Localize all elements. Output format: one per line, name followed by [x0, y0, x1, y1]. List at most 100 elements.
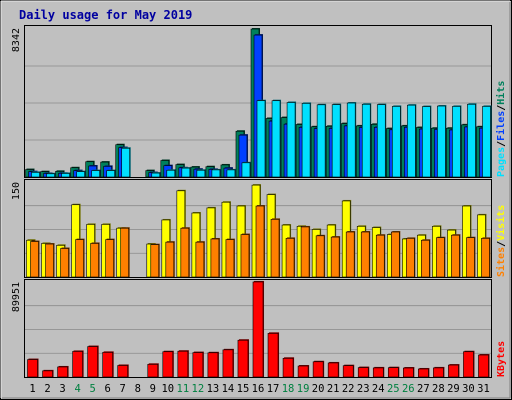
bar-pages	[271, 99, 282, 178]
bar-kbytes	[57, 365, 69, 378]
bar-sites	[45, 243, 55, 278]
bar-pages	[437, 105, 447, 178]
x-tick-label: 11	[177, 383, 190, 395]
x-tick-label: 18	[282, 383, 295, 395]
bar-sites	[270, 218, 281, 278]
bar-pages	[76, 170, 86, 178]
legend-kbytes: KBytes	[496, 341, 507, 377]
bar-kbytes	[177, 350, 189, 378]
x-tick-label: 12	[192, 383, 205, 395]
bar-sites	[330, 236, 341, 278]
bar-pages	[452, 105, 462, 178]
bar-sites	[150, 243, 160, 278]
bar-pages	[256, 99, 266, 178]
bar-pages	[166, 169, 176, 178]
bar-sites	[180, 227, 190, 278]
bar-sites	[375, 234, 386, 278]
bar-kbytes	[357, 366, 370, 378]
legend-separator: /	[496, 105, 507, 111]
bar-kbytes	[42, 369, 54, 378]
bar-pages	[31, 171, 41, 178]
bar-pages	[316, 103, 327, 178]
legend-sites: Sites	[495, 247, 507, 277]
bar-sites	[30, 240, 40, 278]
x-tick-label: 28	[432, 383, 445, 395]
bar-sites	[406, 237, 416, 278]
bar-pages	[301, 102, 312, 178]
x-tick-label: 3	[59, 383, 65, 395]
bar-kbytes	[267, 332, 280, 378]
panel-visits-sites: 150 Sites/Visits	[11, 179, 507, 278]
x-tick-label: 24	[372, 383, 385, 395]
bar-sites	[285, 237, 296, 278]
bar-sites	[75, 238, 85, 278]
bar-kbytes	[297, 365, 310, 378]
legend: Pages/Files/Hits	[495, 81, 507, 177]
bar-pages	[346, 102, 357, 178]
x-tick-label: 21	[327, 383, 340, 395]
bar-kbytes	[282, 357, 295, 378]
bar-sites	[120, 227, 130, 278]
x-tick-label: 4	[74, 383, 80, 395]
x-tick-label: 7	[120, 383, 126, 395]
x-tick-label: 13	[207, 383, 220, 395]
bar-sites	[466, 236, 476, 278]
bar-kbytes	[418, 367, 430, 378]
bar-sites	[345, 231, 356, 278]
bar-pages	[482, 105, 492, 178]
bar-sites	[60, 247, 70, 278]
x-tick-label: 22	[342, 383, 355, 395]
bar-sites	[481, 237, 491, 278]
x-tick-label: 14	[222, 383, 235, 395]
bar-kbytes	[372, 366, 385, 378]
x-tick-label: 6	[105, 383, 111, 395]
bar-sites	[421, 239, 431, 278]
bar-sites	[105, 238, 115, 278]
chart-title: Daily usage for May 2019	[19, 8, 192, 22]
bar-sites	[165, 241, 175, 278]
x-tick-label: 9	[150, 383, 156, 395]
x-tick-label: 25	[387, 383, 400, 395]
bar-pages	[181, 167, 191, 178]
panel-kbytes: 89951 KBytes	[11, 279, 507, 378]
bar-pages	[361, 103, 372, 178]
bar-kbytes	[87, 345, 99, 378]
bar-kbytes	[72, 350, 84, 378]
bar-sites	[225, 238, 235, 278]
bar-pages	[422, 105, 432, 178]
bar-pages	[211, 168, 221, 178]
bar-sites	[240, 233, 250, 278]
x-tick-label: 20	[312, 383, 325, 395]
bar-kbytes	[448, 364, 460, 378]
bar-sites	[360, 231, 371, 278]
bar-kbytes	[327, 361, 340, 378]
y-max-label: 89951	[11, 282, 22, 312]
x-tick-label: 30	[462, 383, 475, 395]
bar-sites	[390, 231, 401, 278]
bar-pages	[106, 169, 116, 178]
bar-kbytes	[192, 351, 204, 378]
x-tick-label: 19	[297, 383, 310, 395]
bar-pages	[121, 147, 131, 178]
bar-kbytes	[102, 351, 114, 378]
x-tick-label: 23	[357, 383, 370, 395]
x-tick-label: 26	[402, 383, 415, 395]
bar-sites	[300, 225, 311, 278]
legend-files: Files	[495, 111, 507, 141]
bar-kbytes	[252, 280, 265, 378]
legend-visits: Visits	[495, 205, 507, 241]
bar-pages	[151, 172, 161, 178]
bar-kbytes	[147, 363, 159, 378]
bar-pages	[61, 172, 71, 178]
bar-kbytes	[207, 351, 219, 378]
legend-separator: /	[496, 141, 507, 147]
x-tick-label: 17	[267, 383, 280, 395]
bar-kbytes	[463, 350, 475, 378]
bar-pages	[331, 103, 342, 178]
bar-sites	[451, 234, 461, 278]
legend: KBytes	[496, 341, 507, 377]
bar-pages	[286, 101, 297, 178]
x-tick-label: 1	[29, 383, 35, 395]
x-tick-label: 15	[237, 383, 250, 395]
